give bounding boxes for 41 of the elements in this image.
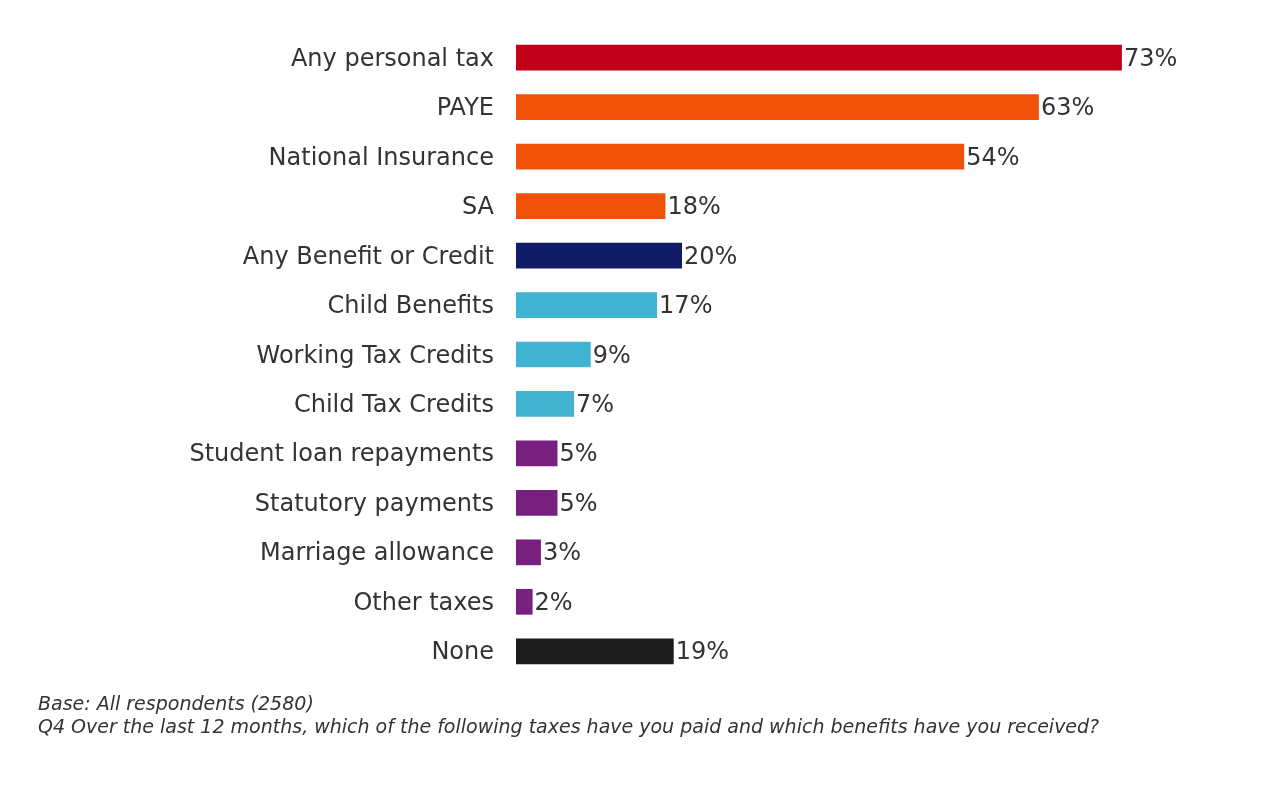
y-tick-label: Student loan repayments xyxy=(189,439,494,468)
text: Q4 Over the last 12 months, which of the following taxes have you paid and which benefits have you received? xyxy=(38,714,1100,737)
bar xyxy=(516,193,666,219)
data-label: 2% xyxy=(534,587,573,616)
data-label: 20% xyxy=(684,241,738,270)
y-tick-label: Child Benefits xyxy=(327,291,494,320)
bar xyxy=(516,539,541,566)
data-label: 3% xyxy=(542,538,581,567)
bar xyxy=(516,341,591,368)
bar xyxy=(516,143,965,170)
y-tick-label: SA xyxy=(461,192,495,221)
y-tick-label: Other taxes xyxy=(353,587,494,616)
bar xyxy=(516,391,575,417)
bar xyxy=(516,242,682,269)
bar xyxy=(516,638,674,665)
data-label: 19% xyxy=(675,637,730,666)
data-label: 54% xyxy=(966,142,1020,171)
y-tick-label: None xyxy=(431,637,494,666)
bar xyxy=(516,94,1039,121)
y-tick-label: Statutory payments xyxy=(254,488,494,517)
bar xyxy=(516,44,1122,71)
y-tick-label: Working Tax Credits xyxy=(256,340,494,369)
data-label: 7% xyxy=(576,389,615,418)
bar xyxy=(516,490,558,516)
data-label: 73% xyxy=(1123,43,1178,72)
data-label: 5% xyxy=(559,488,598,517)
data-label: 63% xyxy=(1040,93,1095,122)
y-tick-label: PAYE xyxy=(436,93,494,122)
data-label: 5% xyxy=(559,439,598,468)
y-tick-label: Child Tax Credits xyxy=(293,389,494,418)
y-tick-label: Marriage allowance xyxy=(260,538,494,567)
bar xyxy=(516,292,658,318)
bar xyxy=(516,588,533,615)
data-label: 18% xyxy=(667,192,721,221)
bar xyxy=(516,440,558,467)
y-tick-label: Any personal tax xyxy=(290,43,494,72)
data-label: 9% xyxy=(592,340,631,369)
text: Base: All respondents (2580) xyxy=(38,691,314,714)
y-tick-label: Any Benefit or Credit xyxy=(242,241,494,270)
y-tick-label: National Insurance xyxy=(268,142,494,171)
data-label: 17% xyxy=(659,291,713,320)
